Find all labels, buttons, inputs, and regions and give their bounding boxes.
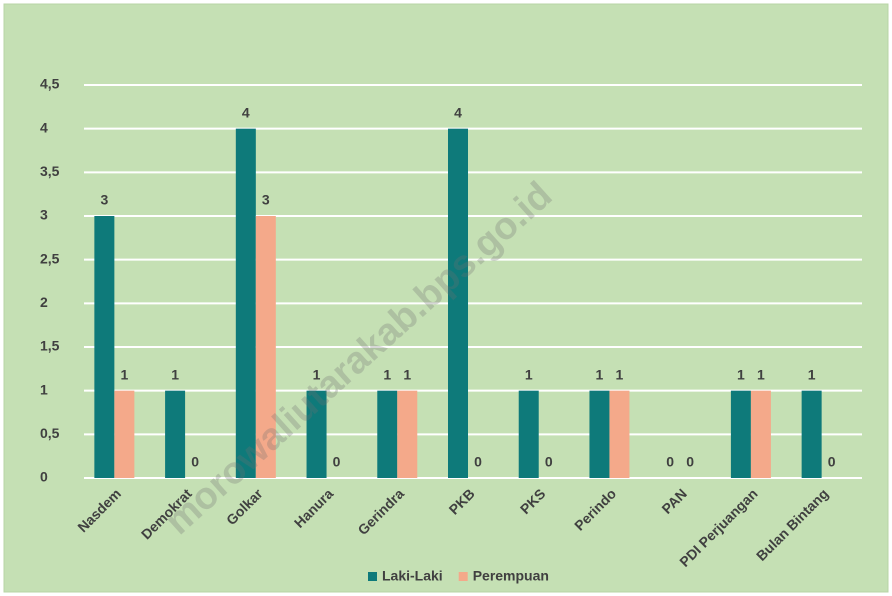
data-label: 0 [828,454,836,470]
bar [448,128,468,478]
y-tick-label: 0 [40,469,48,485]
y-tick-label: 0,5 [40,425,60,441]
bar [397,390,418,478]
y-tick-label: 3,5 [40,163,60,179]
y-tick-label: 1 [40,381,48,397]
bar [94,216,115,478]
legend-label: Perempuan [473,568,549,584]
data-label: 4 [242,104,250,120]
bar [165,390,186,478]
bar [730,390,751,478]
data-label: 1 [383,366,391,382]
bar [306,390,327,478]
data-label: 0 [666,454,674,470]
bar [801,390,822,478]
chart-background [3,3,889,593]
data-label: 1 [737,366,745,382]
data-label: 1 [525,366,533,382]
data-label: 0 [686,454,694,470]
data-label: 0 [545,454,553,470]
bar [255,216,276,478]
data-label: 1 [313,366,321,382]
legend-swatch [368,572,377,581]
y-tick-label: 3 [40,207,48,223]
data-label: 3 [262,192,270,208]
data-label: 0 [191,454,199,470]
data-label: 1 [757,366,765,382]
bar [750,390,771,478]
y-tick-label: 4 [40,119,48,135]
data-label: 3 [100,192,108,208]
data-label: 1 [120,366,128,382]
data-label: 1 [403,366,411,382]
bar [377,390,398,478]
bar [235,128,256,478]
bar [609,390,630,478]
data-label: 4 [454,104,462,120]
bar [518,390,539,478]
y-tick-label: 4,5 [40,76,60,92]
data-label: 1 [171,366,179,382]
legend-label: Laki-Laki [382,568,443,584]
bar [114,390,135,478]
y-tick-label: 2 [40,294,48,310]
data-label: 1 [616,366,624,382]
data-label: 0 [474,454,482,470]
y-tick-label: 1,5 [40,338,60,354]
data-label: 0 [333,454,341,470]
data-label: 1 [596,366,604,382]
bar [589,390,610,478]
data-label: 1 [808,366,816,382]
y-tick-label: 2,5 [40,250,60,266]
legend-swatch [458,572,468,581]
